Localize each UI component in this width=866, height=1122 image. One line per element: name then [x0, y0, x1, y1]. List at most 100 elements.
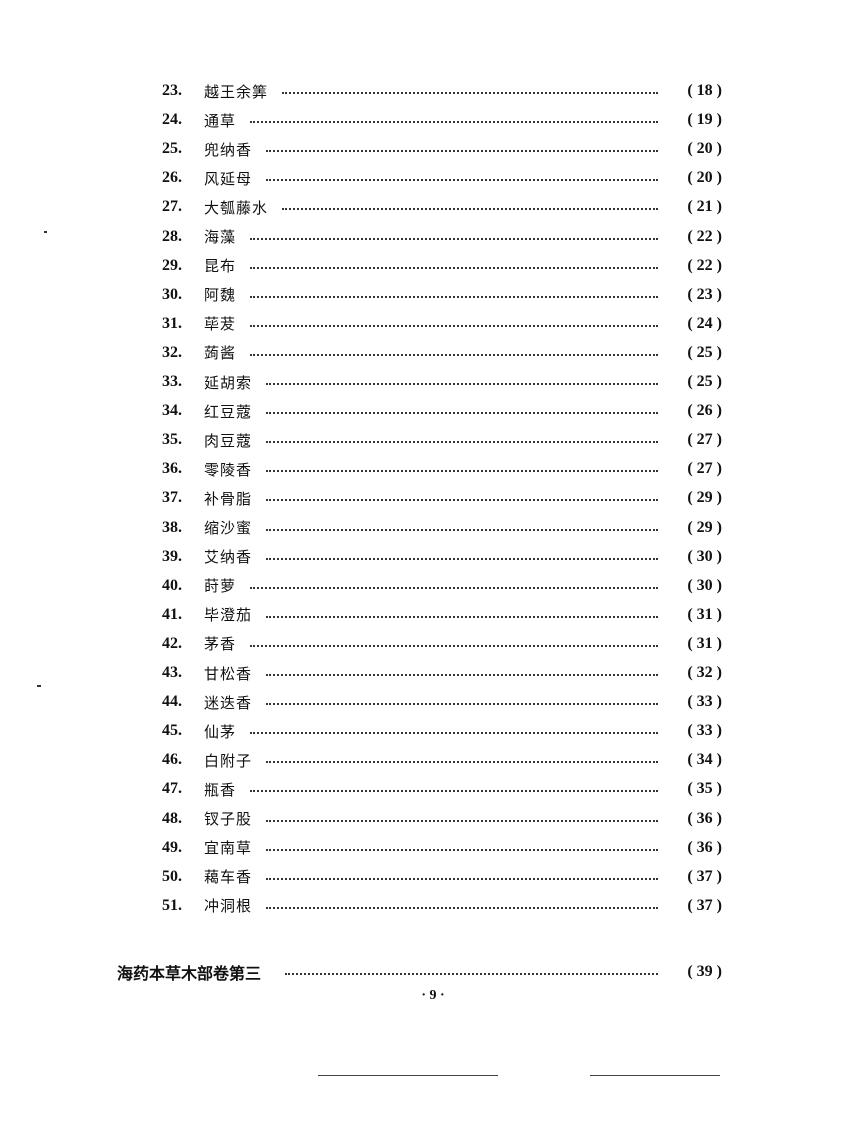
entry-name: 肉豆蔻: [204, 431, 253, 450]
leader-dots: [266, 877, 658, 880]
entry-name: 零陵香: [204, 460, 253, 479]
entry-number: 38.: [162, 518, 182, 536]
entry-number: 44.: [162, 693, 182, 711]
toc-entry: 35. 肉豆蔻 ( 27 ): [162, 428, 722, 452]
entry-page: ( 31 ): [687, 605, 722, 623]
toc-entry: 48. 钗子股 ( 36 ): [162, 807, 722, 831]
entry-number: 24.: [162, 111, 182, 129]
entry-page: ( 25 ): [687, 343, 722, 361]
scan-speck: [37, 685, 41, 687]
leader-dots: [266, 412, 658, 415]
entry-number: 31.: [162, 314, 182, 332]
scan-speck: [44, 231, 47, 233]
entry-number: 49.: [162, 838, 182, 856]
toc-entry: 25. 兜纳香 ( 20 ): [162, 137, 722, 161]
leader-dots: [266, 848, 658, 851]
entry-page: ( 35 ): [687, 780, 722, 798]
entry-page: ( 36 ): [687, 809, 722, 827]
toc-entry: 26. 风延母 ( 20 ): [162, 166, 722, 190]
entry-page: ( 32 ): [687, 664, 722, 681]
entry-name: 通草: [204, 111, 237, 130]
toc-entry: 39. 艾纳香 ( 30 ): [162, 545, 722, 569]
leader-dots: [266, 819, 658, 822]
leader-dots: [250, 586, 658, 589]
leader-dots: [266, 674, 658, 676]
toc-entry: 34. 红豆蔻 ( 26 ): [162, 399, 722, 423]
entry-number: 51.: [162, 896, 182, 914]
entry-page: ( 22 ): [687, 227, 722, 245]
toc-entry: 42. 茅香 ( 31 ): [162, 632, 722, 656]
leader-dots: [266, 499, 658, 502]
leader-dots: [250, 644, 658, 647]
toc-entry: 27. 大瓠藤水 ( 21 ): [162, 195, 722, 219]
entry-page: ( 27 ): [687, 431, 722, 449]
entry-page: ( 37 ): [687, 896, 722, 914]
entry-name: 蒟酱: [204, 344, 237, 363]
toc-entry: 29. 昆布 ( 22 ): [162, 254, 722, 278]
entry-page: ( 23 ): [687, 285, 722, 303]
entry-page: ( 33 ): [687, 693, 722, 711]
leader-dots: [266, 150, 658, 153]
entry-name: 冲洞根: [204, 897, 253, 916]
entry-number: 29.: [162, 256, 182, 274]
leader-dots: [250, 732, 658, 735]
entry-number: 35.: [162, 431, 182, 449]
entry-number: 28.: [162, 227, 182, 245]
toc-entry: 43. 甘松香 ( 32 ): [162, 661, 722, 685]
scan-line: [318, 1075, 498, 1076]
entry-name: 海藻: [204, 228, 237, 246]
entry-name: 甘松香: [204, 664, 253, 683]
toc-entry: 30. 阿魏 ( 23 ): [162, 283, 722, 307]
entry-number: 39.: [162, 547, 182, 565]
entry-page: ( 29 ): [687, 489, 722, 507]
toc-entry: 50. 藒车香 ( 37 ): [162, 865, 722, 889]
entry-name: 毕澄茄: [204, 606, 253, 625]
section-title: 海药本草木部卷第三: [117, 964, 262, 983]
entry-page: ( 27 ): [687, 460, 722, 478]
entry-number: 41.: [162, 605, 182, 623]
toc-entry: 28. 海藻 ( 22 ): [162, 225, 722, 249]
entry-name: 延胡索: [204, 373, 253, 392]
entry-page: ( 33 ): [687, 722, 722, 740]
entry-page: ( 24 ): [687, 314, 722, 332]
entry-page: ( 18 ): [687, 82, 722, 99]
entry-name: 红豆蔻: [204, 402, 253, 421]
leader-dots: [266, 470, 658, 473]
leader-dots: [250, 324, 658, 327]
entry-number: 48.: [162, 809, 182, 827]
entry-number: 34.: [162, 402, 182, 420]
entry-page: ( 22 ): [687, 256, 722, 274]
toc-entry: 45. 仙茅 ( 33 ): [162, 719, 722, 743]
leader-dots: [250, 353, 658, 356]
leader-dots: [282, 92, 658, 94]
entry-name: 风延母: [204, 169, 253, 188]
entry-name: 莳萝: [204, 577, 237, 596]
entry-name: 荜茇: [204, 315, 237, 334]
entry-number: 33.: [162, 373, 182, 390]
entry-number: 50.: [162, 867, 182, 885]
scan-line: [590, 1075, 720, 1076]
toc-entry: 47. 瓶香 ( 35 ): [162, 777, 722, 801]
toc-entry: 49. 宜南草 ( 36 ): [162, 836, 722, 860]
entry-name: 大瓠藤水: [204, 198, 269, 217]
entry-page: ( 31 ): [687, 634, 722, 652]
entry-number: 25.: [162, 140, 182, 158]
leader-dots: [266, 383, 658, 385]
leader-dots: [266, 703, 658, 706]
entry-number: 27.: [162, 198, 182, 216]
toc-entry: 46. 白附子 ( 34 ): [162, 748, 722, 772]
entry-number: 46.: [162, 751, 182, 769]
entry-name: 茅香: [204, 635, 237, 654]
entry-page: ( 26 ): [687, 402, 722, 420]
entry-page: ( 21 ): [687, 198, 722, 216]
entry-number: 32.: [162, 343, 182, 361]
entry-page: ( 34 ): [687, 751, 722, 769]
entry-name: 艾纳香: [204, 548, 253, 567]
leader-dots: [250, 121, 658, 124]
entry-page: ( 25 ): [687, 373, 722, 390]
entry-page: ( 37 ): [687, 867, 722, 885]
entry-name: 越王余筭: [204, 82, 269, 101]
leader-dots: [266, 441, 658, 444]
entry-page: ( 36 ): [687, 838, 722, 856]
toc-entry: 51. 冲洞根 ( 37 ): [162, 894, 722, 918]
